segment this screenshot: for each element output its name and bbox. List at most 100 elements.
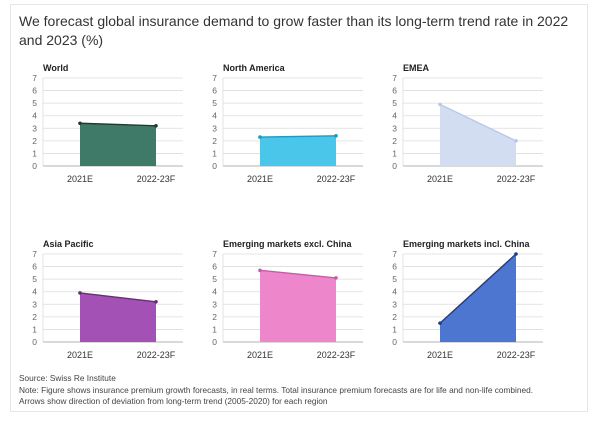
y-tick-label: 4 <box>392 287 397 297</box>
series-line <box>439 253 517 324</box>
y-tick-label: 0 <box>212 161 217 171</box>
figure-footer: Source: Swiss Re Institute Note: Figure … <box>19 373 589 408</box>
y-tick-label: 7 <box>212 73 217 83</box>
area-mark <box>440 254 516 342</box>
data-point <box>154 299 158 304</box>
area-mark <box>80 292 156 342</box>
x-tick-label: 2022-23F <box>317 350 356 360</box>
y-tick-label: 2 <box>32 312 37 322</box>
chart-title: North America <box>223 63 286 73</box>
series-line <box>259 269 337 279</box>
y-tick-label: 5 <box>212 274 217 284</box>
chart-title: Emerging markets incl. China <box>403 239 531 249</box>
chart-panel-6: Emerging markets incl. China 0 1 2 3 4 5 6 7 2021… <box>392 239 543 360</box>
note-text: Note: Figure shows insurance premium gro… <box>19 384 534 395</box>
figure-frame <box>10 4 588 412</box>
chart-title: World <box>43 63 68 73</box>
y-tick-label: 2 <box>392 136 397 146</box>
y-tick-label: 3 <box>392 123 397 133</box>
series-line <box>439 103 517 142</box>
chart-panel-5: Emerging markets excl. China 0 1 2 3 4 5 6 7 2021… <box>212 239 363 360</box>
source-text: Source: Swiss Re Institute <box>19 373 116 383</box>
data-point <box>78 291 82 295</box>
y-tick-label: 6 <box>212 86 217 96</box>
y-tick-label: 7 <box>212 249 217 259</box>
x-tick-label: 2021E <box>427 350 453 360</box>
y-tick-label: 3 <box>32 123 37 133</box>
y-tick-label: 1 <box>392 324 397 334</box>
y-tick-label: 1 <box>392 148 397 158</box>
y-tick-label: 3 <box>212 299 217 309</box>
y-tick-label: 3 <box>392 299 397 309</box>
data-point <box>78 121 82 126</box>
y-tick-label: 5 <box>212 98 217 108</box>
y-tick-label: 7 <box>32 73 37 83</box>
y-tick-label: 6 <box>32 262 37 272</box>
x-tick-label: 2021E <box>247 350 273 360</box>
y-tick-label: 7 <box>32 249 37 259</box>
figure-title: We forecast global insurance demand to g… <box>19 13 569 48</box>
series-line <box>259 135 337 138</box>
y-tick-label: 0 <box>392 337 397 347</box>
x-tick-label: 2021E <box>67 174 93 184</box>
y-tick-label: 7 <box>392 73 397 83</box>
data-point <box>514 139 518 143</box>
y-tick-label: 2 <box>212 136 217 146</box>
area-mark <box>260 135 336 166</box>
y-tick-label: 5 <box>32 274 37 284</box>
x-tick-label: 2021E <box>427 174 453 184</box>
data-point <box>334 276 338 280</box>
y-tick-label: 0 <box>212 337 217 347</box>
y-tick-label: 2 <box>212 312 217 322</box>
x-tick-label: 2022-23F <box>317 174 356 184</box>
x-tick-label: 2022-23F <box>137 350 176 360</box>
chart-panel-4: Asia Pacific 0 1 2 3 4 5 6 7 2021E 2022-23F <box>32 239 183 360</box>
area-mark <box>80 123 156 166</box>
y-tick-label: 4 <box>392 111 397 121</box>
y-tick-label: 4 <box>32 287 37 297</box>
y-tick-label: 1 <box>32 148 37 158</box>
data-point <box>438 321 442 325</box>
y-tick-label: 2 <box>32 136 37 146</box>
chart-title: Emerging markets excl. China <box>223 239 353 249</box>
y-tick-label: 0 <box>32 161 37 171</box>
y-tick-label: 3 <box>212 123 217 133</box>
area-mark <box>440 104 516 166</box>
y-tick-label: 6 <box>32 86 37 96</box>
note-text-2: Arrows show direction of deviation from … <box>19 396 328 406</box>
chart-title: Asia Pacific <box>43 239 94 249</box>
y-tick-label: 0 <box>392 161 397 171</box>
chart-panel-2: North America 0 1 2 3 4 5 6 7 2021E 2022-23F <box>212 63 363 184</box>
y-tick-label: 5 <box>392 274 397 284</box>
y-tick-label: 1 <box>32 324 37 334</box>
y-tick-label: 4 <box>212 287 217 297</box>
data-point <box>154 123 158 128</box>
y-tick-label: 5 <box>392 98 397 108</box>
y-tick-label: 2 <box>392 312 397 322</box>
data-point <box>334 134 338 138</box>
x-tick-label: 2022-23F <box>137 174 176 184</box>
y-tick-label: 4 <box>32 111 37 121</box>
data-point <box>258 268 262 273</box>
y-tick-label: 7 <box>392 249 397 259</box>
chart-panel-1: World 0 1 2 3 4 5 6 7 2021E 2022-23F <box>32 63 183 184</box>
x-tick-label: 2021E <box>247 174 273 184</box>
y-tick-label: 6 <box>392 262 397 272</box>
y-tick-label: 5 <box>32 98 37 108</box>
data-point <box>514 252 518 256</box>
y-tick-label: 6 <box>212 262 217 272</box>
chart-title: EMEA <box>403 63 430 73</box>
y-tick-label: 1 <box>212 148 217 158</box>
y-tick-label: 6 <box>392 86 397 96</box>
y-tick-label: 4 <box>212 111 217 121</box>
x-tick-label: 2022-23F <box>497 174 536 184</box>
y-tick-label: 0 <box>32 337 37 347</box>
series-line <box>79 292 157 303</box>
x-tick-label: 2022-23F <box>497 350 536 360</box>
area-mark <box>260 270 336 342</box>
chart-panel-3: EMEA 0 1 2 3 4 5 6 7 2021E 2022-23F <box>392 63 543 184</box>
x-tick-label: 2021E <box>67 350 93 360</box>
data-point <box>258 135 262 139</box>
data-point <box>438 102 442 107</box>
series-line <box>79 122 157 127</box>
